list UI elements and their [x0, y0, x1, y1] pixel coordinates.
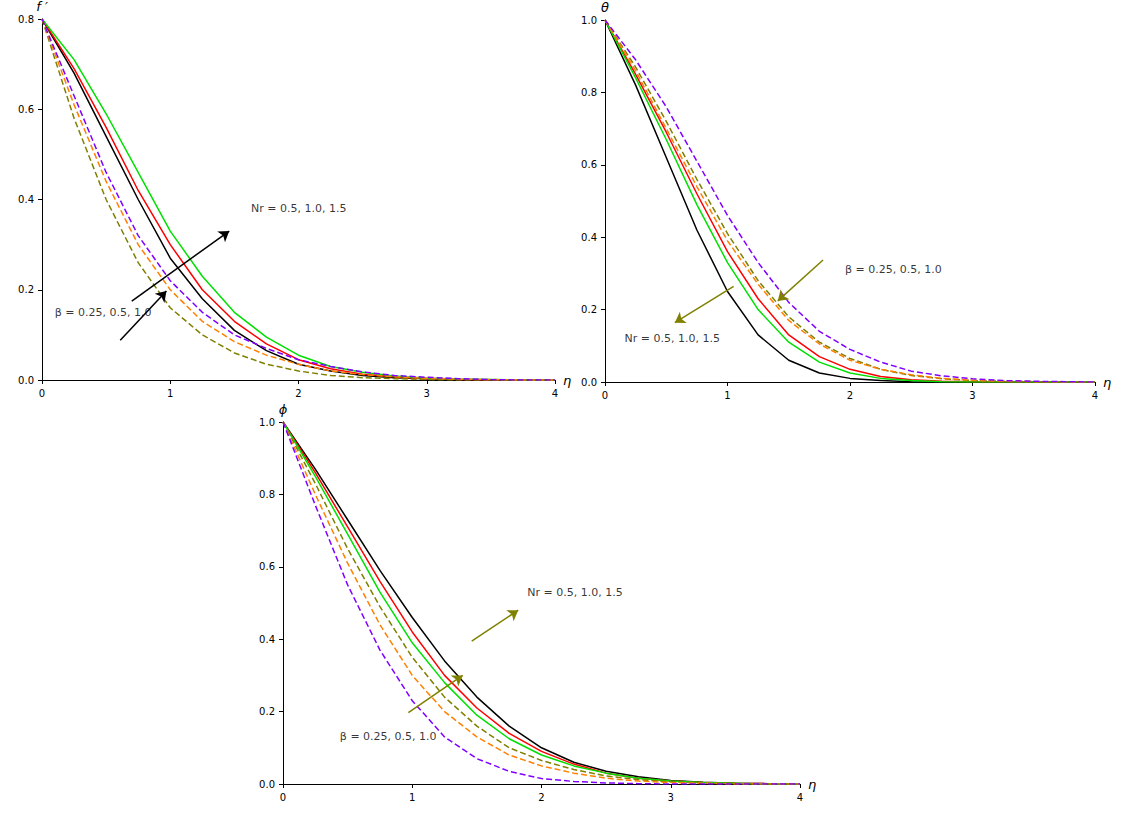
svg-text:0.6: 0.6: [18, 104, 34, 115]
svg-text:2: 2: [538, 792, 544, 803]
svg-text:0.6: 0.6: [581, 159, 597, 170]
svg-text:3: 3: [668, 792, 674, 803]
svg-text:ϕ: ϕ: [279, 402, 288, 417]
svg-text:Nr = 0.5, 1.0, 1.5: Nr = 0.5, 1.0, 1.5: [251, 202, 346, 215]
svg-text:2: 2: [847, 390, 853, 401]
svg-text:0.2: 0.2: [18, 284, 34, 295]
svg-text:4: 4: [797, 792, 803, 803]
svg-text:0.8: 0.8: [581, 87, 597, 98]
svg-text:1.0: 1.0: [259, 417, 275, 428]
svg-text:0: 0: [280, 792, 286, 803]
svg-text:β = 0.25, 0.5, 1.0: β = 0.25, 0.5, 1.0: [55, 306, 152, 319]
svg-text:0.4: 0.4: [259, 634, 275, 645]
svg-text:0.2: 0.2: [259, 706, 275, 717]
svg-text:0: 0: [602, 390, 608, 401]
svg-text:Nr = 0.5, 1.0, 1.5: Nr = 0.5, 1.0, 1.5: [625, 332, 720, 345]
svg-text:f ′: f ′: [36, 0, 48, 14]
svg-text:3: 3: [969, 390, 975, 401]
svg-text:4: 4: [1092, 390, 1098, 401]
svg-text:0.2: 0.2: [581, 304, 597, 315]
svg-text:0.8: 0.8: [18, 14, 34, 25]
svg-text:β = 0.25, 0.5, 1.0: β = 0.25, 0.5, 1.0: [845, 263, 942, 276]
svg-text:0: 0: [39, 388, 45, 399]
svg-text:θ: θ: [601, 0, 609, 15]
svg-text:2: 2: [295, 388, 301, 399]
svg-text:1: 1: [724, 390, 730, 401]
svg-text:η: η: [808, 777, 816, 792]
svg-text:0.0: 0.0: [18, 375, 34, 386]
svg-text:0.0: 0.0: [259, 779, 275, 790]
svg-text:1.0: 1.0: [581, 15, 597, 26]
svg-text:Nr = 0.5, 1.0, 1.5: Nr = 0.5, 1.0, 1.5: [527, 586, 622, 599]
svg-text:3: 3: [424, 388, 430, 399]
svg-text:0.0: 0.0: [581, 377, 597, 388]
svg-text:β = 0.25, 0.5, 1.0: β = 0.25, 0.5, 1.0: [340, 730, 437, 743]
svg-text:0.8: 0.8: [259, 489, 275, 500]
svg-text:0.6: 0.6: [259, 561, 275, 572]
svg-text:1: 1: [167, 388, 173, 399]
svg-text:0.4: 0.4: [18, 194, 34, 205]
svg-text:0.4: 0.4: [581, 232, 597, 243]
svg-text:1: 1: [409, 792, 415, 803]
svg-text:η: η: [563, 373, 571, 388]
svg-text:4: 4: [552, 388, 558, 399]
svg-text:η: η: [1103, 375, 1111, 390]
